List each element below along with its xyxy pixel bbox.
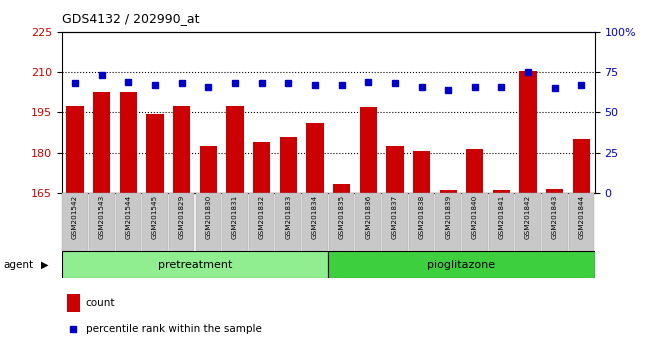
Text: GDS4132 / 202990_at: GDS4132 / 202990_at [62, 12, 200, 25]
Bar [439, 190, 457, 193]
Text: GSM201545: GSM201545 [152, 195, 158, 239]
Text: ▶: ▶ [41, 259, 49, 270]
Text: percentile rank within the sample: percentile rank within the sample [86, 324, 261, 333]
Text: GSM201833: GSM201833 [285, 195, 291, 239]
Bar [519, 71, 537, 193]
Text: GSM201842: GSM201842 [525, 195, 531, 239]
Text: count: count [86, 298, 115, 308]
Bar [573, 139, 590, 193]
Bar [169, 193, 194, 251]
Bar [253, 142, 270, 193]
Text: GSM201839: GSM201839 [445, 195, 451, 239]
Bar [569, 193, 594, 251]
Text: GSM201844: GSM201844 [578, 195, 584, 239]
Bar [466, 149, 484, 193]
Bar [222, 193, 248, 251]
Bar [66, 106, 84, 193]
Text: GSM201832: GSM201832 [259, 195, 265, 239]
Bar [93, 92, 110, 193]
Text: GSM201836: GSM201836 [365, 195, 371, 239]
Bar [306, 123, 324, 193]
Text: GSM201829: GSM201829 [179, 195, 185, 239]
Bar [146, 114, 164, 193]
Text: GSM201835: GSM201835 [339, 195, 345, 239]
Bar [493, 190, 510, 193]
Text: GSM201544: GSM201544 [125, 195, 131, 239]
Bar [226, 106, 244, 193]
Text: GSM201843: GSM201843 [552, 195, 558, 239]
Bar [333, 183, 350, 193]
Bar [382, 193, 408, 251]
Text: GSM201834: GSM201834 [312, 195, 318, 239]
Bar [542, 193, 567, 251]
Bar [328, 251, 595, 278]
Bar [280, 137, 297, 193]
Bar [67, 294, 81, 312]
Bar [409, 193, 434, 251]
Bar [196, 193, 221, 251]
Bar [515, 193, 541, 251]
Bar [62, 251, 328, 278]
Text: GSM201543: GSM201543 [99, 195, 105, 239]
Bar [89, 193, 114, 251]
Text: GSM201837: GSM201837 [392, 195, 398, 239]
Bar [329, 193, 354, 251]
Text: GSM201542: GSM201542 [72, 195, 78, 239]
Bar [173, 106, 190, 193]
Bar [116, 193, 141, 251]
Bar [436, 193, 461, 251]
Bar [302, 193, 328, 251]
Bar [249, 193, 274, 251]
Text: GSM201841: GSM201841 [499, 195, 504, 239]
Bar [386, 146, 404, 193]
Bar [413, 151, 430, 193]
Bar [142, 193, 168, 251]
Bar [546, 189, 564, 193]
Text: GSM201831: GSM201831 [232, 195, 238, 239]
Text: pioglitazone: pioglitazone [428, 259, 495, 270]
Text: GSM201838: GSM201838 [419, 195, 424, 239]
Bar [462, 193, 488, 251]
Text: GSM201830: GSM201830 [205, 195, 211, 239]
Text: agent: agent [3, 259, 33, 270]
Bar [276, 193, 301, 251]
Bar [62, 193, 88, 251]
Bar [356, 193, 381, 251]
Bar [489, 193, 514, 251]
Bar [200, 146, 217, 193]
Bar [120, 92, 137, 193]
Text: pretreatment: pretreatment [158, 259, 232, 270]
Bar [359, 107, 377, 193]
Text: GSM201840: GSM201840 [472, 195, 478, 239]
